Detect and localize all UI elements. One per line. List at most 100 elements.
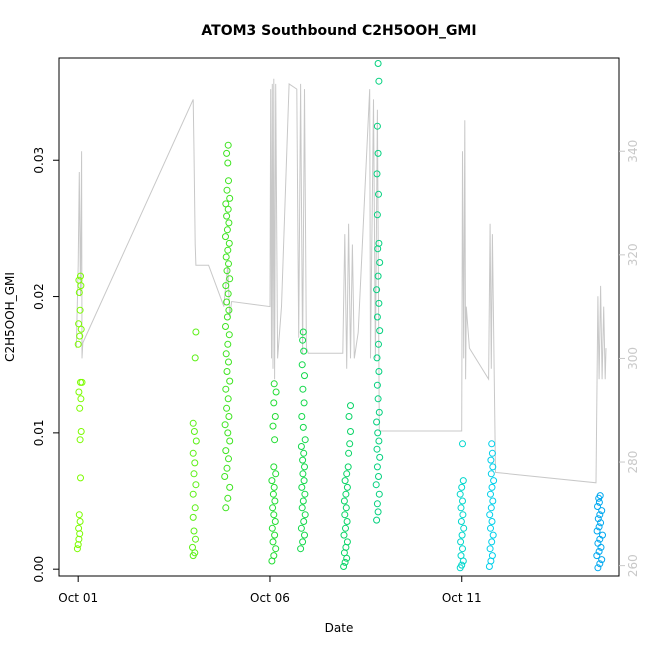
data-point xyxy=(226,275,234,283)
data-point xyxy=(301,436,309,444)
data-point xyxy=(373,516,381,524)
y2-tick-label: 280 xyxy=(626,451,640,474)
data-point xyxy=(189,543,196,551)
data-point xyxy=(270,552,278,560)
data-point xyxy=(189,490,197,498)
data-point xyxy=(487,504,495,512)
data-point xyxy=(342,504,350,512)
data-point xyxy=(593,527,601,535)
data-point xyxy=(223,226,231,234)
data-point xyxy=(597,519,605,527)
data-point xyxy=(77,474,84,482)
data-point xyxy=(272,470,280,478)
data-point xyxy=(271,413,279,420)
data-point xyxy=(269,490,277,498)
data-point xyxy=(594,503,601,510)
data-point xyxy=(300,518,308,525)
data-point xyxy=(487,456,495,464)
data-point xyxy=(226,483,234,491)
data-point xyxy=(300,449,308,457)
data-point xyxy=(457,552,465,560)
data-point xyxy=(596,560,604,568)
data-point xyxy=(595,523,603,531)
data-point xyxy=(301,511,309,519)
data-point xyxy=(298,413,306,420)
data-point xyxy=(375,408,383,416)
data-point xyxy=(301,531,308,539)
data-point xyxy=(224,395,232,403)
y2-tick-label: 320 xyxy=(626,243,640,266)
data-point xyxy=(372,481,380,489)
data-point xyxy=(224,290,232,298)
data-point xyxy=(375,340,382,348)
data-point xyxy=(375,437,383,445)
data-point xyxy=(374,429,382,437)
data-point xyxy=(341,511,349,519)
x-axis-label: Date xyxy=(325,621,354,635)
y-axis-label: C2H5OOH_GMI xyxy=(3,272,17,362)
y2-tick-label: 300 xyxy=(626,347,640,370)
data-point xyxy=(490,477,498,485)
data-point xyxy=(340,563,348,570)
data-point xyxy=(298,483,306,491)
data-point xyxy=(342,524,349,532)
marks-layer xyxy=(73,60,607,572)
data-point xyxy=(374,60,382,67)
data-point xyxy=(222,350,230,358)
data-point xyxy=(596,511,604,519)
data-point xyxy=(221,473,229,480)
data-point xyxy=(222,253,230,261)
data-point xyxy=(593,552,601,560)
data-point xyxy=(373,418,381,426)
data-point xyxy=(345,449,353,457)
axes-layer: Oct 01 Oct 06 Oct 11 0.00 0.01 0.02 0.03 260 280… xyxy=(32,140,640,605)
chart-title: ATOM3 Southbound C2H5OOH_GMI xyxy=(201,23,476,39)
data-point xyxy=(346,440,354,448)
data-point xyxy=(76,332,84,340)
data-point xyxy=(299,497,307,505)
data-point xyxy=(224,494,232,502)
data-point xyxy=(340,497,348,505)
data-point xyxy=(486,511,494,519)
x-tick-label: Oct 06 xyxy=(250,591,290,605)
data-point xyxy=(224,141,232,149)
data-point xyxy=(374,508,382,516)
data-point xyxy=(373,500,381,508)
data-point xyxy=(458,531,466,539)
data-point xyxy=(192,481,200,489)
data-point xyxy=(596,492,604,500)
data-point xyxy=(223,298,231,306)
data-point xyxy=(487,490,494,498)
data-point xyxy=(376,453,384,461)
data-point xyxy=(268,477,276,485)
data-point xyxy=(190,527,198,535)
data-point xyxy=(373,354,381,362)
data-point xyxy=(191,459,199,467)
data-point xyxy=(272,388,280,396)
data-point xyxy=(459,477,467,485)
data-point xyxy=(270,483,278,491)
data-point xyxy=(192,328,200,336)
data-point xyxy=(594,515,602,523)
data-point xyxy=(75,388,83,396)
data-point xyxy=(373,313,381,321)
data-point xyxy=(301,372,308,380)
data-point xyxy=(373,286,381,294)
data-point xyxy=(374,272,382,280)
data-point xyxy=(223,368,231,375)
data-point xyxy=(489,531,497,539)
data-point xyxy=(223,464,231,472)
data-point xyxy=(75,276,83,284)
data-point xyxy=(76,306,84,314)
data-point xyxy=(76,436,84,444)
data-point xyxy=(269,538,277,546)
data-point xyxy=(375,473,382,480)
data-point xyxy=(488,518,496,525)
data-point xyxy=(594,539,602,547)
data-point xyxy=(595,548,603,555)
data-point xyxy=(298,504,306,512)
data-point xyxy=(376,327,384,335)
data-point xyxy=(224,159,232,167)
data-point xyxy=(74,340,82,348)
data-point xyxy=(459,545,466,553)
